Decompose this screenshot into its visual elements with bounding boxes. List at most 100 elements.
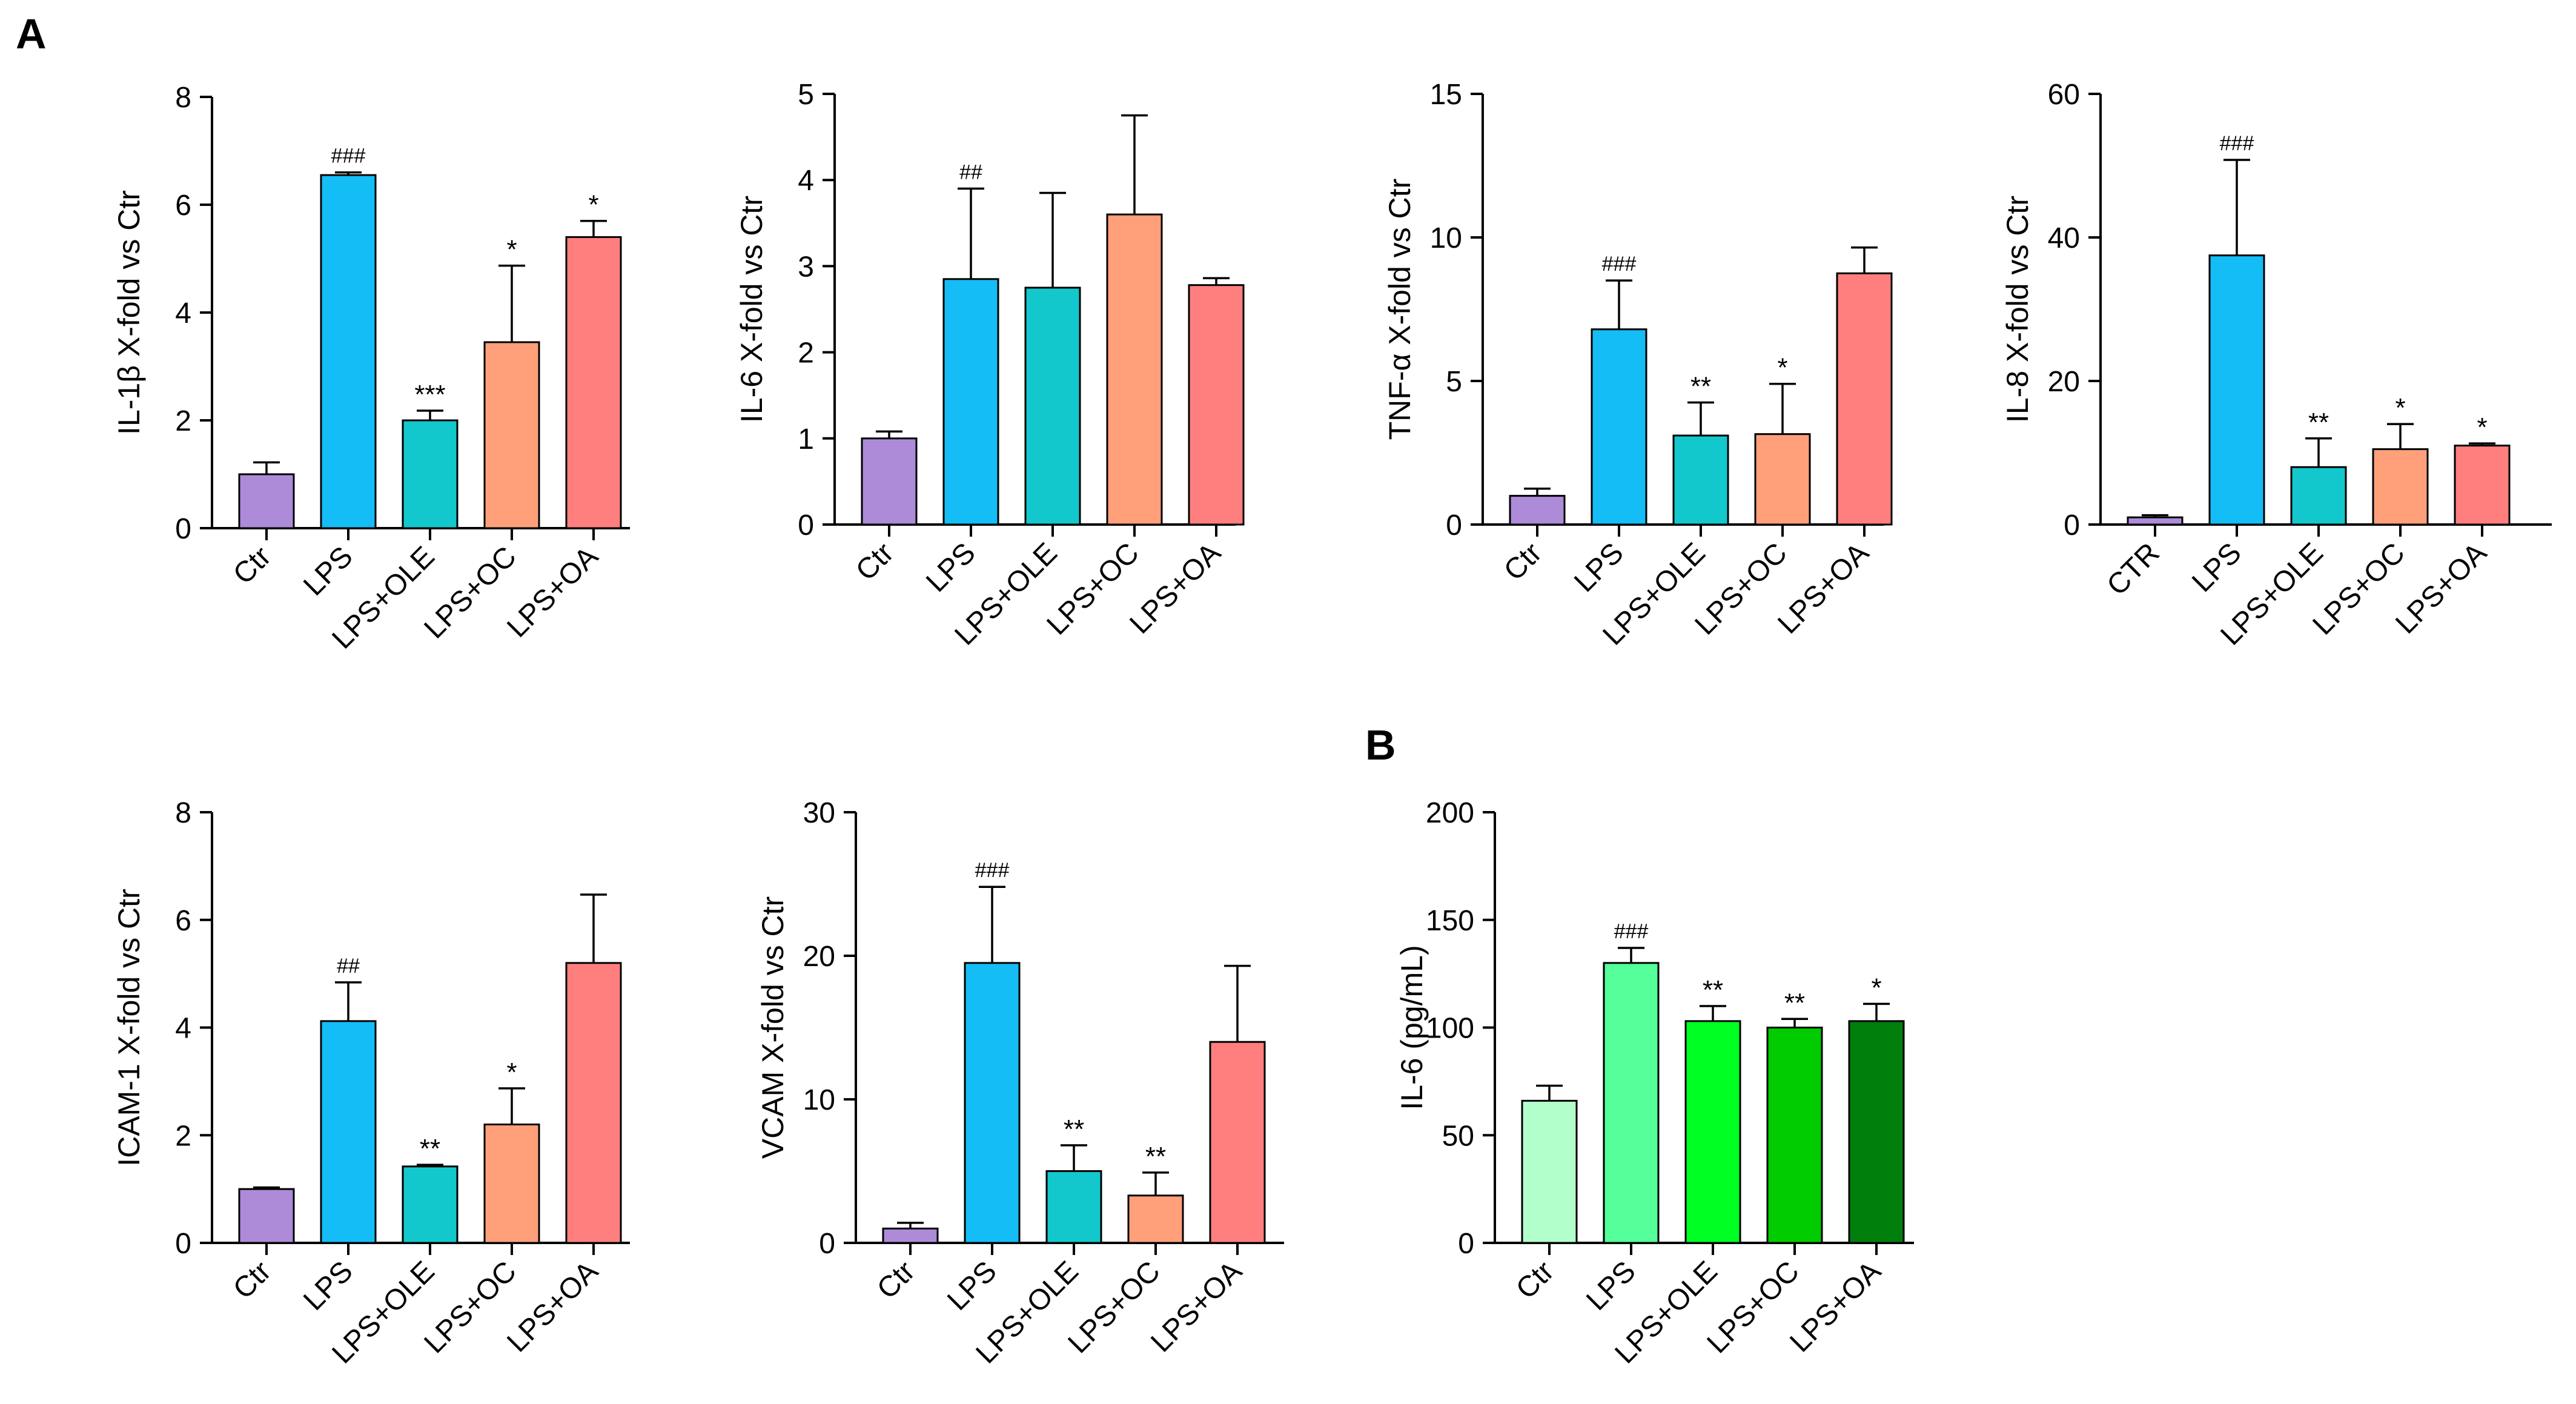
y-axis-label: TNF-α X-fold vs Ctr bbox=[1383, 179, 1417, 440]
bar bbox=[1024, 286, 1081, 526]
y-tick-label: 8 bbox=[175, 797, 191, 829]
x-tick-label: LPS+OC bbox=[1701, 1255, 1805, 1359]
bar bbox=[238, 1188, 295, 1244]
bar bbox=[1509, 495, 1566, 526]
chart-il1b: 0 2 4 6 8 IL-1β X-fold vs Ctr Ctr ### LPS *** LPS+… bbox=[112, 82, 630, 655]
significance-label: ** bbox=[1145, 1142, 1166, 1171]
bar bbox=[1591, 328, 1647, 526]
significance-label: ### bbox=[1602, 253, 1637, 276]
y-tick-label: 150 bbox=[1426, 905, 1474, 937]
x-tick-label: LPS+OC bbox=[1062, 1255, 1166, 1359]
y-tick-label: 5 bbox=[798, 79, 814, 111]
significance-label: ** bbox=[1703, 975, 1723, 1005]
significance-label: ## bbox=[959, 161, 982, 184]
bar bbox=[320, 174, 377, 529]
y-tick-label: 0 bbox=[2064, 509, 2080, 541]
x-tick-label: LPS bbox=[1568, 537, 1630, 598]
significance-label: * bbox=[506, 1058, 517, 1087]
bar bbox=[565, 236, 622, 529]
y-tick-label: 1 bbox=[798, 423, 814, 455]
y-tick-label: 2 bbox=[175, 1120, 191, 1152]
significance-label: ** bbox=[1784, 988, 1805, 1018]
chart-tnfa: 0 5 10 15 TNF-α X-fold vs Ctr Ctr ### LPS ** LPS+… bbox=[1383, 79, 1893, 652]
y-tick-label: 20 bbox=[2048, 366, 2080, 398]
bar bbox=[483, 1123, 540, 1244]
y-tick-label: 15 bbox=[1430, 79, 1462, 111]
x-tick-label: Ctr bbox=[1510, 1255, 1560, 1305]
y-tick-label: 8 bbox=[175, 82, 191, 114]
significance-label: * bbox=[2477, 412, 2487, 442]
x-tick-label: LPS bbox=[1580, 1255, 1642, 1317]
y-tick-label: 0 bbox=[175, 513, 191, 545]
x-tick-label: LPS bbox=[941, 1255, 1003, 1317]
significance-label: * bbox=[1777, 353, 1787, 383]
y-tick-label: 6 bbox=[175, 190, 191, 222]
bar bbox=[238, 473, 295, 529]
bar bbox=[861, 437, 918, 526]
x-tick-label: Ctr bbox=[227, 1255, 277, 1305]
x-tick-label: Ctr bbox=[871, 1255, 921, 1305]
bar bbox=[320, 1020, 377, 1244]
y-tick-label: 20 bbox=[803, 941, 835, 973]
bar bbox=[2208, 254, 2265, 526]
chart-il6_elisa: 0 50 100 150 200 IL-6 (pg/mL) Ctr ### LPS ** LPS+O… bbox=[1395, 797, 1914, 1370]
bar bbox=[2127, 516, 2184, 526]
panel-b-label: B bbox=[1365, 721, 1396, 769]
y-tick-label: 0 bbox=[819, 1228, 835, 1260]
x-tick-label: LPS bbox=[297, 540, 359, 602]
y-tick-label: 2 bbox=[798, 337, 814, 369]
bar bbox=[1836, 272, 1893, 526]
y-tick-label: 10 bbox=[803, 1084, 835, 1116]
x-tick-label: LPS+OA bbox=[1124, 537, 1227, 640]
x-tick-label: LPS+OC bbox=[1041, 537, 1145, 641]
bar bbox=[1754, 433, 1811, 526]
x-tick-label: LPS+OA bbox=[2389, 537, 2492, 640]
x-tick-label: LPS+OA bbox=[501, 540, 604, 643]
y-tick-label: 0 bbox=[798, 509, 814, 541]
bar bbox=[483, 341, 540, 529]
x-tick-label: LPS bbox=[297, 1255, 359, 1317]
bar bbox=[1209, 1041, 1266, 1244]
y-tick-label: 4 bbox=[175, 297, 191, 329]
bar bbox=[1766, 1027, 1823, 1244]
y-tick-label: 2 bbox=[175, 405, 191, 437]
x-tick-label: LPS+OC bbox=[2306, 537, 2411, 641]
bar bbox=[942, 278, 999, 526]
bar bbox=[1603, 962, 1660, 1244]
y-axis-label: ICAM-1 X-fold vs Ctr bbox=[112, 889, 146, 1166]
y-axis-label: IL-6 X-fold vs Ctr bbox=[735, 196, 769, 423]
significance-label: * bbox=[2395, 393, 2405, 423]
significance-label: ## bbox=[337, 955, 360, 978]
x-tick-label: LPS+OC bbox=[418, 1255, 522, 1359]
bar bbox=[1684, 1020, 1741, 1244]
y-tick-label: 40 bbox=[2048, 222, 2080, 254]
significance-label: *** bbox=[414, 380, 445, 409]
x-tick-label: LPS bbox=[2186, 537, 2248, 598]
bar bbox=[1045, 1170, 1102, 1244]
y-axis-label: IL-6 (pg/mL) bbox=[1395, 945, 1429, 1110]
x-tick-label: LPS+OA bbox=[1772, 537, 1875, 640]
chart-icam1: 0 2 4 6 8 ICAM-1 X-fold vs Ctr Ctr ## LPS ** LPS+O… bbox=[112, 797, 630, 1370]
significance-label: ### bbox=[975, 859, 1010, 882]
y-tick-label: 0 bbox=[175, 1228, 191, 1260]
bar bbox=[1672, 434, 1729, 526]
y-tick-label: 10 bbox=[1430, 222, 1462, 254]
bar bbox=[2290, 466, 2347, 526]
y-tick-label: 60 bbox=[2048, 79, 2080, 111]
significance-label: * bbox=[506, 235, 517, 265]
bar bbox=[1521, 1099, 1578, 1244]
bar bbox=[402, 1165, 459, 1244]
y-tick-label: 4 bbox=[175, 1013, 191, 1045]
significance-label: ### bbox=[2220, 132, 2254, 155]
bar bbox=[402, 419, 459, 529]
significance-label: ** bbox=[1690, 372, 1711, 402]
x-tick-label: LPS+OA bbox=[1145, 1255, 1248, 1358]
x-tick-label: LPS+OC bbox=[1689, 537, 1793, 641]
x-tick-label: Ctr bbox=[850, 537, 900, 587]
bar bbox=[1848, 1020, 1905, 1244]
y-tick-label: 200 bbox=[1426, 797, 1474, 829]
significance-label: ### bbox=[1614, 920, 1649, 943]
x-tick-label: Ctr bbox=[1498, 537, 1548, 587]
